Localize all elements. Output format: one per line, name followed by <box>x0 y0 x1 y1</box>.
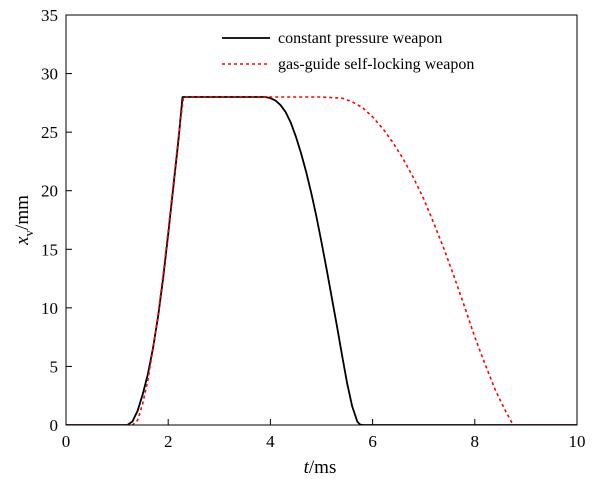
x-tick-label: 6 <box>368 432 377 451</box>
y-tick-label: 5 <box>50 357 59 376</box>
axes <box>65 14 578 426</box>
y-tick-label: 30 <box>41 65 58 84</box>
x-tick-label: 10 <box>569 432 586 451</box>
y-axis-var: x <box>12 236 33 246</box>
legend-label-1: constant pressure weapon <box>278 30 442 47</box>
x-tick-label: 4 <box>266 432 275 451</box>
x-axis-var: t <box>304 457 310 478</box>
series-line-2 <box>66 96 577 425</box>
x-axis-title: t/ms <box>304 457 337 478</box>
y-tick-label: 0 <box>50 416 59 435</box>
x-tick-label: 8 <box>471 432 480 451</box>
x-tick-label: 0 <box>62 432 71 451</box>
plot-frame <box>65 14 578 426</box>
y-axis-title: xv/mm <box>12 195 36 246</box>
y-tick-label: 35 <box>41 6 58 25</box>
y-tick-label: 15 <box>41 240 58 259</box>
series-line-1 <box>66 96 577 425</box>
y-axis-unit: /mm <box>12 195 33 230</box>
legend: constant pressure weapon gas-guide self-l… <box>222 30 474 73</box>
x-axis-unit: /ms <box>309 457 336 478</box>
y-tick-label: 25 <box>41 123 58 142</box>
legend-label-2: gas-guide self-locking weapon <box>278 56 474 73</box>
y-tick-label: 10 <box>41 299 58 318</box>
x-tick-label: 2 <box>164 432 173 451</box>
ticks: 0 2 4 6 8 10 0 5 10 15 20 25 30 35 <box>41 6 586 451</box>
y-tick-label: 20 <box>41 182 58 201</box>
plot-area <box>66 96 577 425</box>
y-axis-subscript: v <box>21 229 36 236</box>
